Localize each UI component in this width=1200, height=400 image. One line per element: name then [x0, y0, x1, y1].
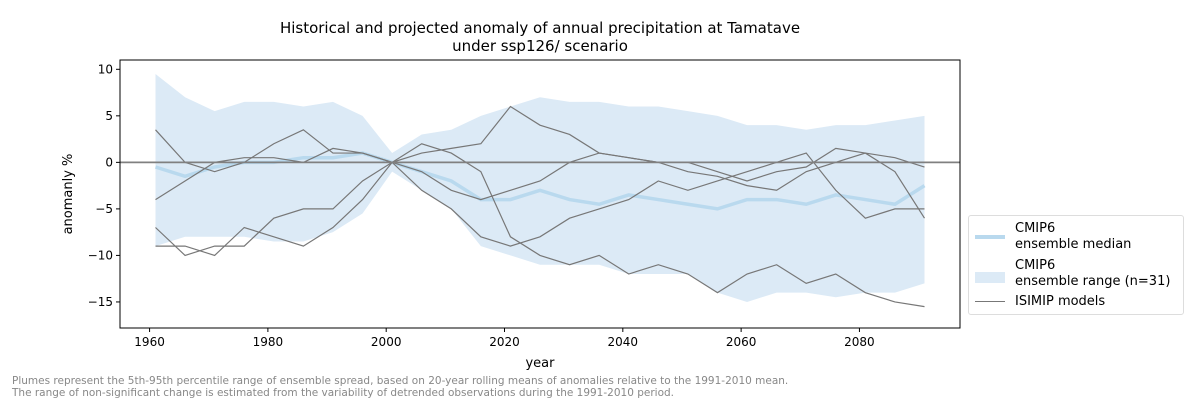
- legend-range-label: CMIP6 ensemble range (n=31): [1015, 258, 1171, 289]
- legend-median-label: CMIP6 ensemble median: [1015, 221, 1132, 252]
- x-tick-label-2000: 2000: [371, 335, 402, 349]
- ensemble-median-line: [154, 151, 926, 211]
- x-tick-label-1960: 1960: [134, 335, 165, 349]
- isimip-line-1: [155, 105, 925, 182]
- y-tick-label-10: 10: [98, 62, 113, 76]
- legend: CMIP6 ensemble median CMIP6 ensemble ran…: [968, 215, 1184, 315]
- x-tick-label-2060: 2060: [726, 335, 757, 349]
- legend-isimip-label: ISIMIP models: [1015, 294, 1106, 309]
- isimip-line-2: [155, 147, 926, 219]
- isimip-line-3: [155, 152, 925, 257]
- footnote-2: The range of non-significant change is e…: [12, 387, 674, 399]
- x-tick-label-2020: 2020: [489, 335, 520, 349]
- y-tick-label--10: −10: [88, 248, 113, 262]
- footnote-1: Plumes represent the 5th-95th percentile…: [12, 375, 789, 387]
- y-tick-label-5: 5: [105, 109, 113, 123]
- chart-subtitle: under ssp126/ scenario: [452, 37, 628, 55]
- isimip-line-4: [155, 143, 925, 308]
- y-tick-label--5: −5: [95, 202, 113, 216]
- x-tick-label-2080: 2080: [844, 335, 875, 349]
- x-axis-label: year: [525, 356, 555, 371]
- plot-frame: [119, 59, 961, 329]
- x-tick-label-1980: 1980: [253, 335, 284, 349]
- y-tick-label--15: −15: [88, 295, 113, 309]
- chart-title: Historical and projected anomaly of annu…: [279, 19, 801, 37]
- legend-median-swatch: [975, 235, 1005, 239]
- ensemble-range-band: [155, 73, 925, 302]
- legend-range-swatch: [975, 272, 1005, 283]
- y-axis-label: anomanly %: [61, 154, 76, 235]
- y-tick-label-0: 0: [105, 155, 113, 169]
- x-tick-label-2040: 2040: [608, 335, 639, 349]
- legend-isimip-swatch: [975, 301, 1005, 302]
